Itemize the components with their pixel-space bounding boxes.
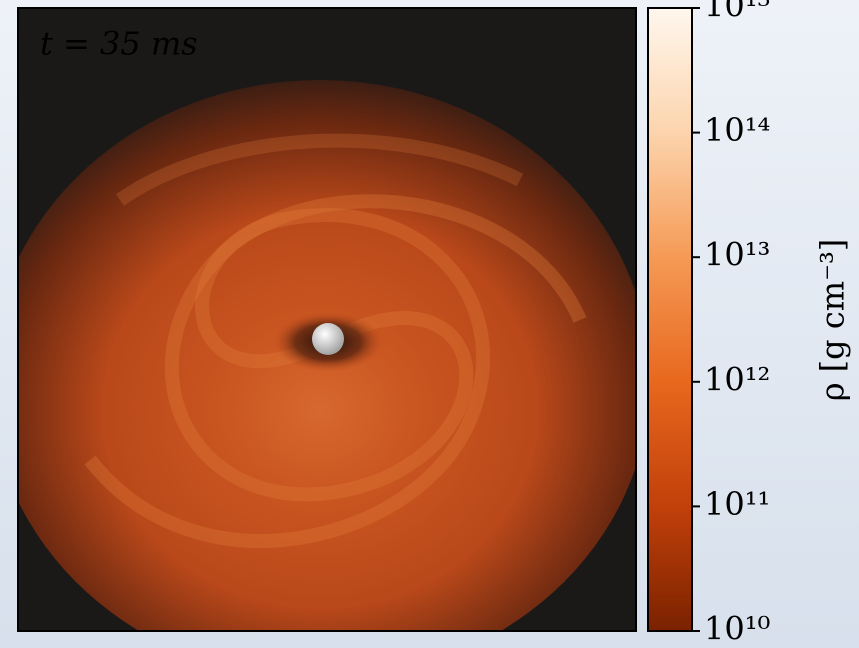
colorbar: [648, 8, 692, 631]
tick-label: 10¹⁰: [704, 610, 770, 648]
tick-label: 10¹¹: [704, 485, 770, 523]
colorbar-label: ρ [g cm⁻³]: [814, 239, 852, 402]
tick-label: 10¹³: [704, 236, 770, 274]
tick-label: 10¹⁵: [704, 0, 770, 25]
remnant: [312, 323, 344, 355]
time-label: t = 35 ms: [40, 25, 198, 63]
page: t = 35 ms ρ [g cm⁻³] 10¹⁰ 10¹¹ 10¹² 10¹³ 10¹…: [0, 0, 859, 648]
simulation-panel: t = 35 ms: [0, 8, 650, 648]
figure: t = 35 ms ρ [g cm⁻³] 10¹⁰ 10¹¹ 10¹² 10¹³ 10¹…: [0, 0, 859, 648]
tick-label: 10¹²: [704, 360, 770, 398]
tick-label: 10¹⁴: [704, 111, 770, 149]
